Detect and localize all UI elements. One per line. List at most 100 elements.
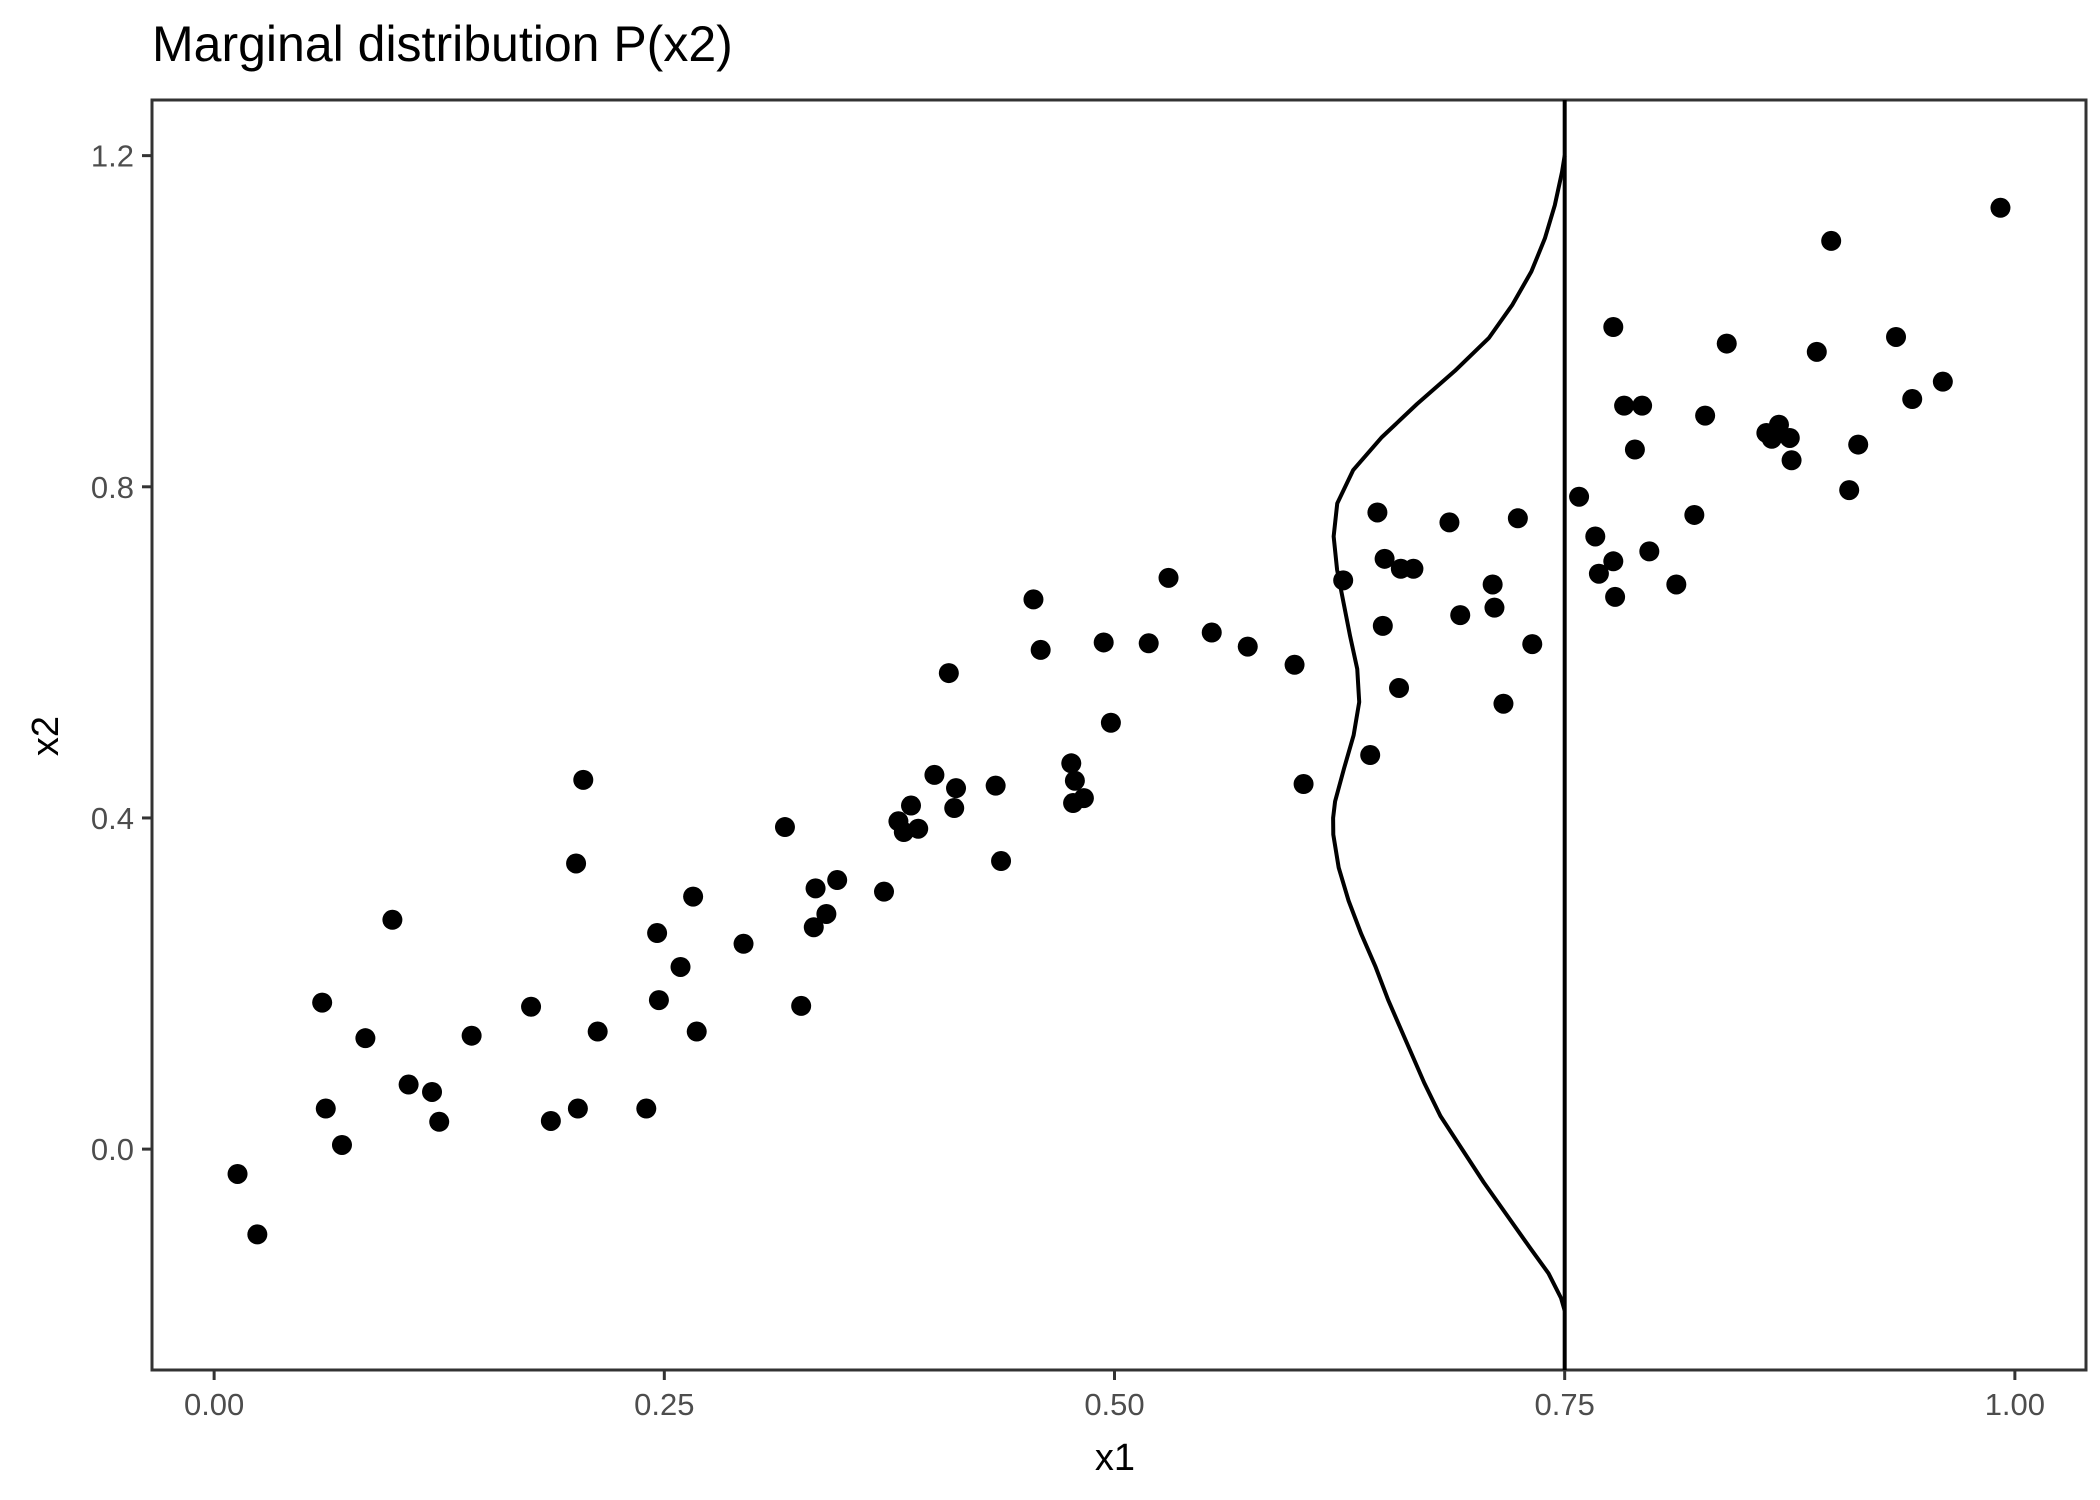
data-point	[924, 764, 945, 785]
plot-area: 0.00 0.25 0.50 0.75 1.00 0.0 0.4 0.8 1.2	[91, 98, 2088, 1422]
data-point	[461, 1025, 482, 1046]
data-point	[1482, 574, 1503, 595]
data-point	[1374, 548, 1395, 569]
data-point	[686, 1021, 707, 1042]
data-point	[315, 1098, 336, 1119]
data-point	[647, 923, 668, 944]
y-tick-label: 1.2	[91, 139, 134, 174]
data-point	[1639, 541, 1660, 562]
data-point	[1603, 551, 1624, 572]
data-point	[1902, 389, 1923, 410]
data-point	[355, 1028, 376, 1049]
data-point	[331, 1134, 352, 1155]
data-point	[901, 795, 922, 816]
data-point	[1237, 636, 1258, 657]
data-point	[991, 851, 1012, 872]
data-point	[1886, 326, 1907, 347]
data-point	[1372, 615, 1393, 636]
data-point	[827, 870, 848, 891]
data-point	[1061, 753, 1082, 774]
data-point	[636, 1098, 657, 1119]
data-point	[573, 769, 594, 790]
data-point	[1073, 788, 1094, 809]
data-point	[1585, 526, 1606, 547]
data-point	[1624, 439, 1645, 460]
data-point	[1284, 654, 1305, 675]
data-point	[774, 817, 795, 838]
data-point	[1848, 434, 1869, 455]
data-point	[1389, 677, 1410, 698]
data-point	[1403, 558, 1424, 579]
data-point	[247, 1224, 268, 1245]
data-point	[1360, 745, 1381, 766]
x-axis-label: x1	[1095, 1437, 1135, 1479]
data-point	[874, 881, 894, 902]
data-point	[1806, 341, 1827, 362]
data-point	[938, 663, 959, 684]
y-tick-label: 0.0	[91, 1132, 134, 1167]
data-point	[1333, 570, 1354, 591]
data-point	[567, 1098, 588, 1119]
y-axis-label: x2	[25, 716, 67, 756]
data-point	[1588, 563, 1609, 584]
data-point	[227, 1163, 248, 1184]
data-point	[429, 1111, 450, 1132]
data-point	[1158, 567, 1179, 588]
data-point	[1779, 427, 1800, 448]
data-point	[803, 917, 824, 938]
data-point	[1821, 230, 1842, 251]
data-point	[683, 886, 704, 907]
data-point	[805, 878, 826, 899]
x-tick-label: 0.50	[1084, 1387, 1144, 1422]
data-point	[944, 798, 965, 819]
data-point	[791, 995, 812, 1016]
data-point	[1201, 622, 1222, 643]
data-point	[1768, 414, 1789, 435]
data-point	[587, 1021, 608, 1042]
data-point	[1603, 317, 1624, 338]
data-point	[566, 853, 587, 874]
data-point	[1990, 197, 2011, 218]
data-point	[1023, 589, 1044, 610]
x-tick-label: 0.00	[184, 1387, 244, 1422]
data-point	[985, 775, 1006, 796]
data-point	[670, 956, 691, 977]
data-point	[1781, 450, 1802, 471]
data-point	[382, 909, 403, 930]
data-point	[1932, 371, 1953, 392]
x-tick-label: 0.75	[1535, 1387, 1595, 1422]
data-point	[1493, 693, 1514, 714]
data-point	[1569, 486, 1590, 507]
data-point	[312, 992, 333, 1013]
data-point	[1507, 508, 1528, 529]
x-tick-label: 1.00	[1985, 1387, 2045, 1422]
data-point	[908, 818, 929, 839]
data-point	[1839, 480, 1860, 501]
data-point	[1030, 639, 1051, 660]
data-point	[1632, 395, 1653, 416]
data-point	[946, 778, 967, 799]
data-point	[733, 933, 754, 954]
y-tick-label: 0.4	[91, 801, 134, 836]
data-point	[540, 1110, 561, 1131]
data-point	[1666, 574, 1687, 595]
data-point	[1605, 586, 1626, 607]
data-point	[1093, 632, 1114, 653]
data-point	[1695, 405, 1716, 426]
data-point	[521, 996, 542, 1017]
y-tick-label: 0.8	[91, 470, 134, 505]
x-tick-label: 0.25	[634, 1387, 694, 1422]
data-point	[1367, 502, 1388, 523]
data-point	[1293, 774, 1314, 795]
data-point	[1484, 597, 1505, 618]
density-curve	[1331, 155, 1567, 1312]
data-point	[1064, 770, 1085, 791]
chart-title: Marginal distribution P(x2)	[152, 16, 733, 72]
plot-panel-border	[150, 98, 2088, 1372]
data-point	[1684, 504, 1705, 525]
data-point	[398, 1074, 419, 1095]
data-point	[1522, 634, 1543, 655]
data-point	[1450, 605, 1471, 626]
